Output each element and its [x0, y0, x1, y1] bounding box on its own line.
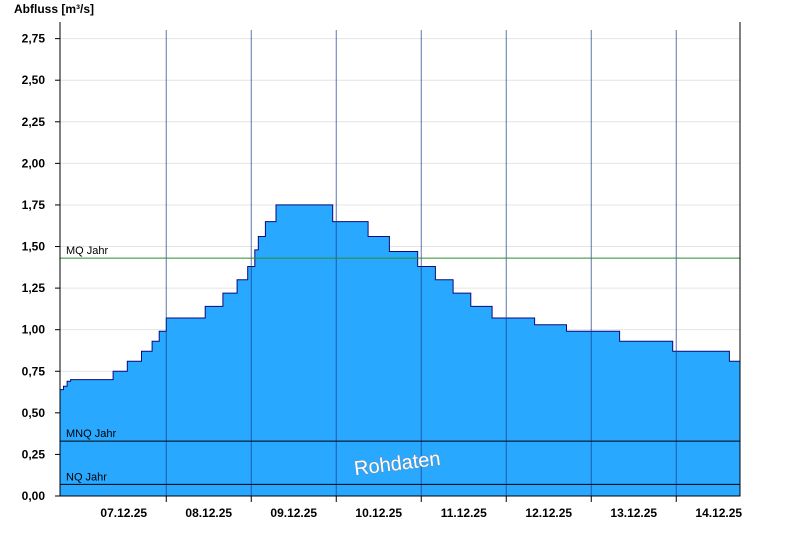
discharge-area: [59, 204, 741, 497]
x-tick-label: 11.12.25: [441, 506, 487, 520]
reference-line-label: MQ Jahr: [66, 245, 109, 257]
y-tick-label: 2,00: [22, 156, 46, 170]
y-tick-label: 0,75: [22, 364, 46, 378]
y-tick-label: 2,25: [22, 115, 46, 129]
y-tick-label: 0,50: [22, 406, 46, 420]
area-layer: [59, 204, 741, 497]
x-tick-label: 08.12.25: [185, 506, 232, 520]
y-tick-label: 2,50: [22, 73, 46, 87]
y-tick-label: 1,25: [22, 281, 46, 295]
reference-lines-layer: MQ Jahr MNQ Jahr NQ Jahr: [60, 245, 740, 485]
y-tick-label: 2,75: [22, 32, 46, 46]
axes-layer: 0,00 0,25 0,50 0,75 1,00 1,25 1,50 1,75 2,00 2,25…: [22, 22, 742, 520]
reference-line-label: MNQ Jahr: [66, 428, 116, 440]
y-tick-label: 1,75: [22, 198, 46, 212]
y-axis-title: Abfluss [m³/s]: [14, 2, 94, 16]
y-tick-label: 1,00: [22, 323, 46, 337]
x-tick-label: 07.12.25: [100, 506, 147, 520]
y-tick-label: 0,00: [22, 489, 46, 503]
x-tick-label: 10.12.25: [355, 506, 402, 520]
x-tick-label: 14.12.25: [695, 506, 742, 520]
x-tick-label: 13.12.25: [610, 506, 657, 520]
x-tick-label: 09.12.25: [270, 506, 317, 520]
x-tick-label: 12.12.25: [525, 506, 572, 520]
day-separator-layer: [165, 30, 677, 496]
y-tick-label: 0,25: [22, 447, 46, 461]
y-tick-label: 1,50: [22, 240, 46, 254]
reference-line-label: NQ Jahr: [66, 471, 107, 483]
